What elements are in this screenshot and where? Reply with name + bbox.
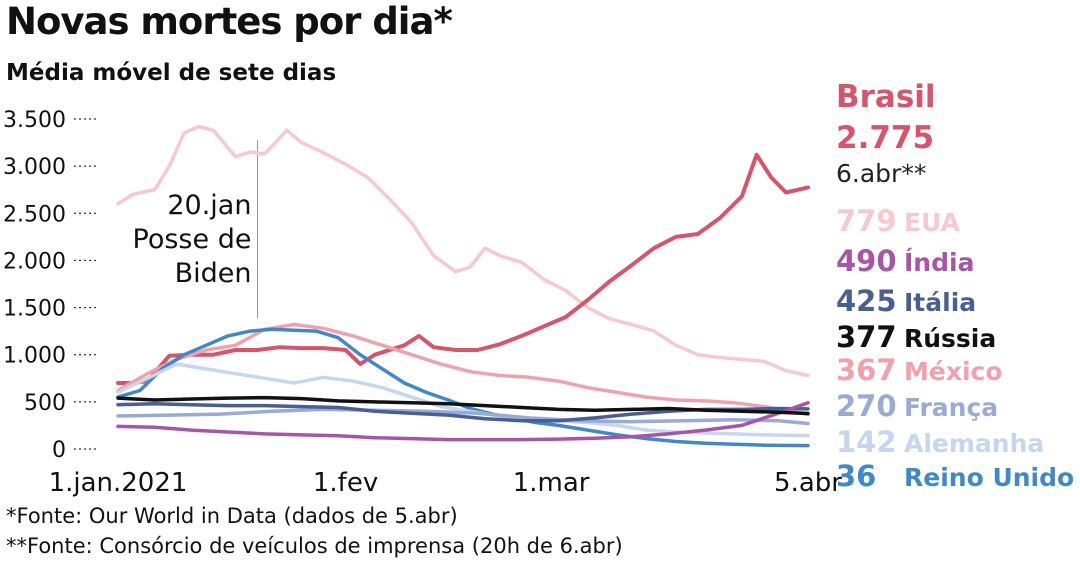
series-line-india <box>116 401 810 442</box>
x-tick-label: 1.jan.2021 <box>49 468 188 498</box>
y-tick-label: 3.000 <box>3 155 66 180</box>
legend-label-india: Índia <box>904 248 974 277</box>
legend-value-eua: 779 <box>836 204 897 238</box>
legend-label-eua: EUA <box>904 208 961 237</box>
series-line-reino-unido <box>116 327 810 448</box>
legend-value-reino-unido: 36 <box>836 459 876 493</box>
highlight-date: 6.abr** <box>836 159 926 188</box>
y-tick-label: 2.000 <box>3 249 66 274</box>
y-tick-label: 3.500 <box>3 108 66 133</box>
legend-label-reino-unido: Reino Unido <box>904 463 1074 492</box>
legend-label-russia: Rússia <box>904 324 996 353</box>
legend-label-mexico: México <box>904 357 1003 386</box>
legend-label-italia: Itália <box>904 288 976 317</box>
series-line-franca <box>116 407 810 426</box>
annotation-line-text: 20.jan <box>167 190 251 221</box>
x-axis-labels: 1.jan.2021 1.fev 1.mar 5.abr <box>49 468 843 498</box>
legend-value-alemanha: 142 <box>836 425 897 459</box>
x-tick-label: 5.abr <box>774 468 842 498</box>
series-lines <box>116 124 810 448</box>
legend-value-italia: 425 <box>836 284 897 318</box>
x-tick-label: 1.mar <box>513 468 590 498</box>
series-line-eua <box>116 124 810 378</box>
highlight-name: Brasil <box>836 79 936 115</box>
series-line-russia <box>116 395 810 416</box>
legend-label-alemanha: Alemanha <box>904 429 1044 458</box>
legend-value-mexico: 367 <box>836 353 897 387</box>
legend-label-franca: França <box>904 393 998 422</box>
series-line-brasil <box>116 152 810 385</box>
legend-value-russia: 377 <box>836 320 897 354</box>
source-note-2: **Fonte: Consórcio de veículos de impren… <box>6 534 623 558</box>
legend-value-franca: 270 <box>836 389 897 423</box>
y-tick-label: 500 <box>24 391 66 416</box>
y-tick-label: 2.500 <box>3 202 66 227</box>
chart-title: Novas mortes por dia* <box>6 0 453 43</box>
series-line-mexico <box>116 322 810 417</box>
legend-value-india: 490 <box>836 244 897 278</box>
annotation-line-text: Biden <box>175 258 252 289</box>
y-tick-label: 0 <box>52 438 66 463</box>
x-tick-label: 1.fev <box>313 468 378 498</box>
y-tick-label: 1.000 <box>3 344 66 369</box>
source-note-1: *Fonte: Our World in Data (dados de 5.ab… <box>6 504 458 528</box>
annotation-line-text: Posse de <box>133 224 252 255</box>
highlight-value: 2.775 <box>836 120 934 156</box>
y-tick-label: 1.500 <box>3 297 66 322</box>
y-axis-labels: 0 500 1.000 1.500 2.000 2.500 3.000 3.500 <box>3 108 96 463</box>
chart-subtitle: Média móvel de sete dias <box>6 60 337 86</box>
